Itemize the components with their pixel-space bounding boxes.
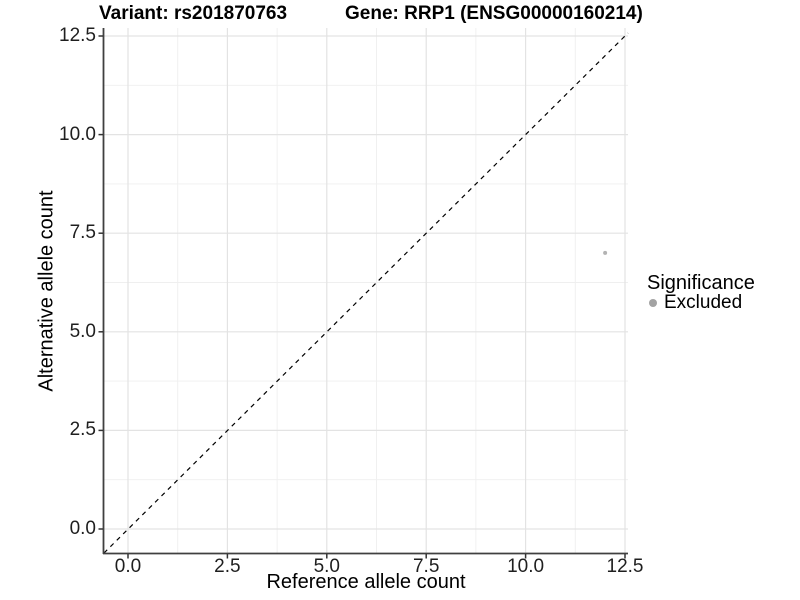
legend-point-icon <box>649 299 657 307</box>
x-axis-title: Reference allele count <box>266 571 466 593</box>
y-axis-tick-label: 0.0 <box>69 518 96 539</box>
y-axis-title: Alternative allele count <box>35 190 58 392</box>
legend-title: Significance <box>647 272 755 294</box>
x-axis-tick-label: 0.0 <box>114 556 142 577</box>
y-axis-tick-label: 2.5 <box>69 419 96 441</box>
y-axis-tick-label: 12.5 <box>59 25 96 46</box>
y-axis-tick-label: 7.5 <box>69 222 96 244</box>
legend-key <box>644 294 662 312</box>
legend-entry-excluded: Excluded <box>644 292 742 314</box>
plot-title-gene: Gene: RRP1 (ENSG00000160214) <box>345 3 643 24</box>
y-axis-tick-label: 10.0 <box>59 123 96 145</box>
x-axis-tick-label: 10.0 <box>507 556 545 577</box>
identity-dashed-line <box>103 32 629 554</box>
plot-title-variant: Variant: rs201870763 <box>99 3 288 24</box>
x-axis-tick-label: 12.5 <box>606 556 644 577</box>
x-axis-tick-label: 7.5 <box>412 556 440 577</box>
data-point <box>603 250 608 255</box>
x-axis-tick-label: 5.0 <box>313 556 340 577</box>
y-axis-tick-label: 5.0 <box>69 320 96 342</box>
legend-entry-label: Excluded <box>664 292 743 313</box>
x-axis-tick-label: 2.5 <box>214 556 241 577</box>
